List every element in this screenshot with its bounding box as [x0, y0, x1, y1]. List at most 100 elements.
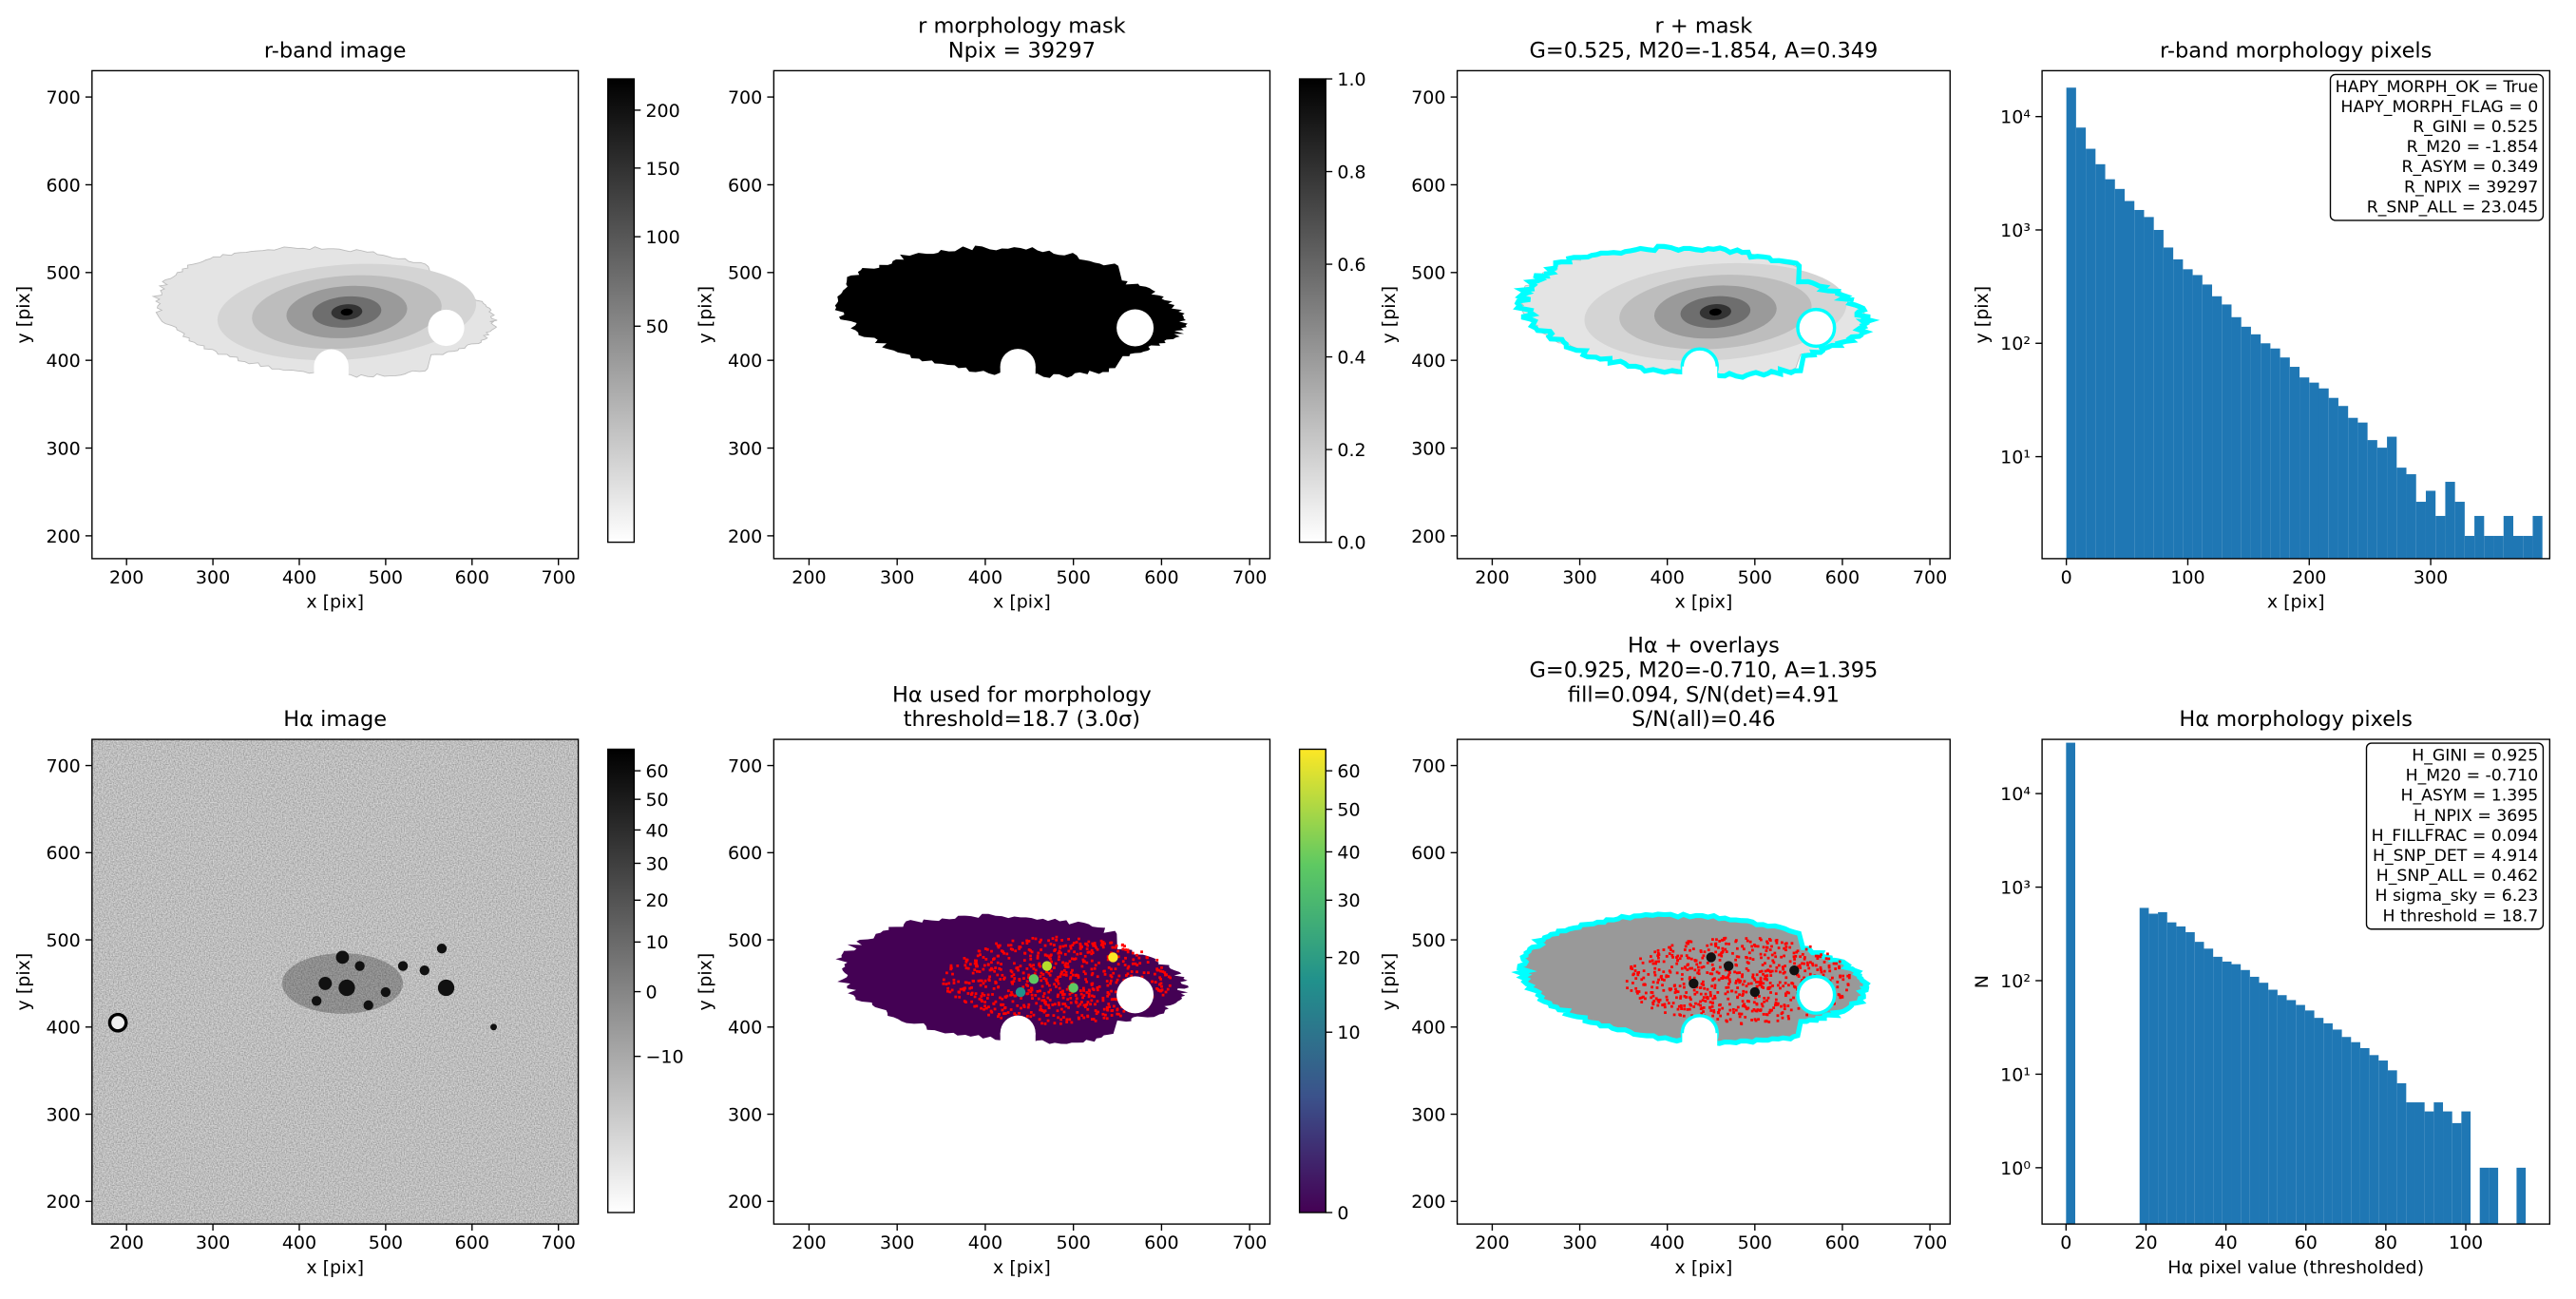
- hist-bar: [2192, 275, 2203, 559]
- overlay-pixel: [1782, 984, 1785, 988]
- hist-bar: [2222, 304, 2232, 559]
- overlay-pixel: [1711, 1014, 1715, 1018]
- overlay-pixel: [1819, 968, 1822, 971]
- overlay-pixel: [1001, 973, 1004, 977]
- overlay-pixel: [973, 962, 977, 965]
- overlay-pixel: [1104, 1013, 1107, 1017]
- overlay-pixel: [1670, 944, 1674, 947]
- mask-hole: [1000, 1033, 1036, 1056]
- overlay-pixel: [1668, 946, 1670, 949]
- overlay-pixel: [1776, 984, 1780, 987]
- overlay-pixel: [1663, 1005, 1667, 1009]
- overlay-pixel: [1651, 1001, 1654, 1004]
- overlay-pixel: [1666, 998, 1669, 1002]
- overlay-pixel: [1760, 985, 1764, 988]
- overlay-pixel: [1053, 1022, 1057, 1025]
- overlay-pixel: [1725, 1019, 1728, 1022]
- overlay-pixel: [1090, 948, 1094, 952]
- overlay-pixel: [1675, 956, 1678, 959]
- overlay-pixel: [964, 986, 966, 990]
- x-axis-label: x [pix]: [1675, 1257, 1733, 1278]
- overlay-pixel: [1675, 962, 1679, 965]
- overlay-pixel: [1749, 982, 1753, 985]
- y-tick-label: 400: [46, 351, 80, 372]
- hist-bar: [2249, 976, 2260, 1225]
- chart-title: r-band morphology pixels: [2160, 39, 2432, 64]
- overlay-pixel: [1734, 940, 1738, 944]
- overlay-pixel: [1069, 996, 1073, 1000]
- galaxy-core: [1708, 308, 1722, 316]
- overlay-pixel: [1734, 963, 1738, 966]
- overlay-pixel: [1042, 1010, 1046, 1014]
- x-tick-label: 500: [369, 567, 403, 588]
- overlay-pixel: [1736, 978, 1740, 982]
- overlay-pixel: [983, 993, 986, 997]
- overlay-pixel: [1652, 999, 1656, 1003]
- overlay-pixel: [1039, 965, 1042, 968]
- overlay-pixel: [1121, 960, 1125, 964]
- overlay-pixel: [1126, 966, 1130, 970]
- overlay-pixel: [1046, 1019, 1050, 1022]
- bright-pixel: [1108, 952, 1118, 963]
- overlay-pixel: [1706, 944, 1709, 947]
- overlay-pixel: [1750, 945, 1754, 948]
- x-axis-label: x [pix]: [2267, 592, 2325, 613]
- overlay-pixel: [1014, 1014, 1018, 1017]
- overlay-pixel: [1105, 980, 1109, 983]
- overlay-pixel: [1651, 959, 1654, 963]
- overlay-pixel: [1074, 957, 1078, 961]
- overlay-pixel: [1633, 969, 1637, 972]
- emission-knot: [318, 977, 333, 990]
- overlay-pixel: [1002, 951, 1006, 955]
- overlay-pixel: [1022, 1003, 1025, 1007]
- mask-hole: [1116, 976, 1154, 1014]
- y-tick-label: 500: [46, 263, 80, 284]
- overlay-pixel: [1783, 946, 1785, 950]
- overlay-pixel: [1700, 965, 1704, 969]
- overlay-pixel: [1113, 1004, 1116, 1008]
- overlay-pixel: [993, 969, 997, 973]
- overlay-pixel: [1792, 996, 1795, 1000]
- x-tick-label: 300: [1562, 1232, 1596, 1253]
- y-tick-label: 300: [46, 438, 80, 459]
- overlay-pixel: [949, 964, 953, 967]
- overlay-pixel: [1724, 968, 1727, 972]
- overlay-pixel: [1110, 989, 1113, 993]
- overlay-pixel: [1049, 988, 1052, 992]
- overlay-pixel: [1013, 994, 1017, 998]
- overlay-pixel: [1662, 948, 1666, 951]
- overlay-pixel: [1762, 1012, 1765, 1016]
- overlay-pixel: [1758, 984, 1762, 987]
- overlay-pixel: [1770, 945, 1773, 948]
- overlay-pixel: [979, 984, 983, 987]
- overlay-pixel: [1091, 971, 1095, 975]
- overlay-pixel: [1029, 957, 1033, 961]
- overlay-pixel: [1721, 975, 1725, 978]
- overlay-pixel: [1741, 983, 1745, 986]
- overlay-pixel: [1758, 970, 1762, 973]
- overlay-pixel: [1071, 944, 1075, 947]
- overlay-pixel: [1002, 1003, 1005, 1006]
- overlay-pixel: [1736, 1005, 1740, 1009]
- overlay-pixel: [1097, 984, 1101, 988]
- overlay-pixel: [1708, 1005, 1711, 1009]
- overlay-pixel: [1081, 986, 1085, 990]
- emission-knot: [354, 961, 365, 971]
- overlay-pixel: [1034, 968, 1038, 972]
- overlay-pixel: [1043, 1000, 1047, 1003]
- overlay-pixel: [1759, 938, 1763, 942]
- overlay-pixel: [1763, 997, 1766, 1000]
- overlay-pixel: [1707, 948, 1710, 952]
- overlay-pixel: [1690, 1014, 1693, 1018]
- overlay-pixel: [942, 982, 945, 985]
- overlay-pixel: [1159, 969, 1162, 973]
- overlay-pixel: [983, 1001, 987, 1003]
- overlay-pixel: [1061, 989, 1064, 993]
- x-tick-label: 500: [1057, 1232, 1091, 1253]
- overlay-pixel: [1090, 1018, 1094, 1021]
- overlay-pixel: [1783, 1007, 1786, 1011]
- colorbar-tick-label: 150: [645, 159, 679, 180]
- overlay-pixel: [1077, 974, 1080, 978]
